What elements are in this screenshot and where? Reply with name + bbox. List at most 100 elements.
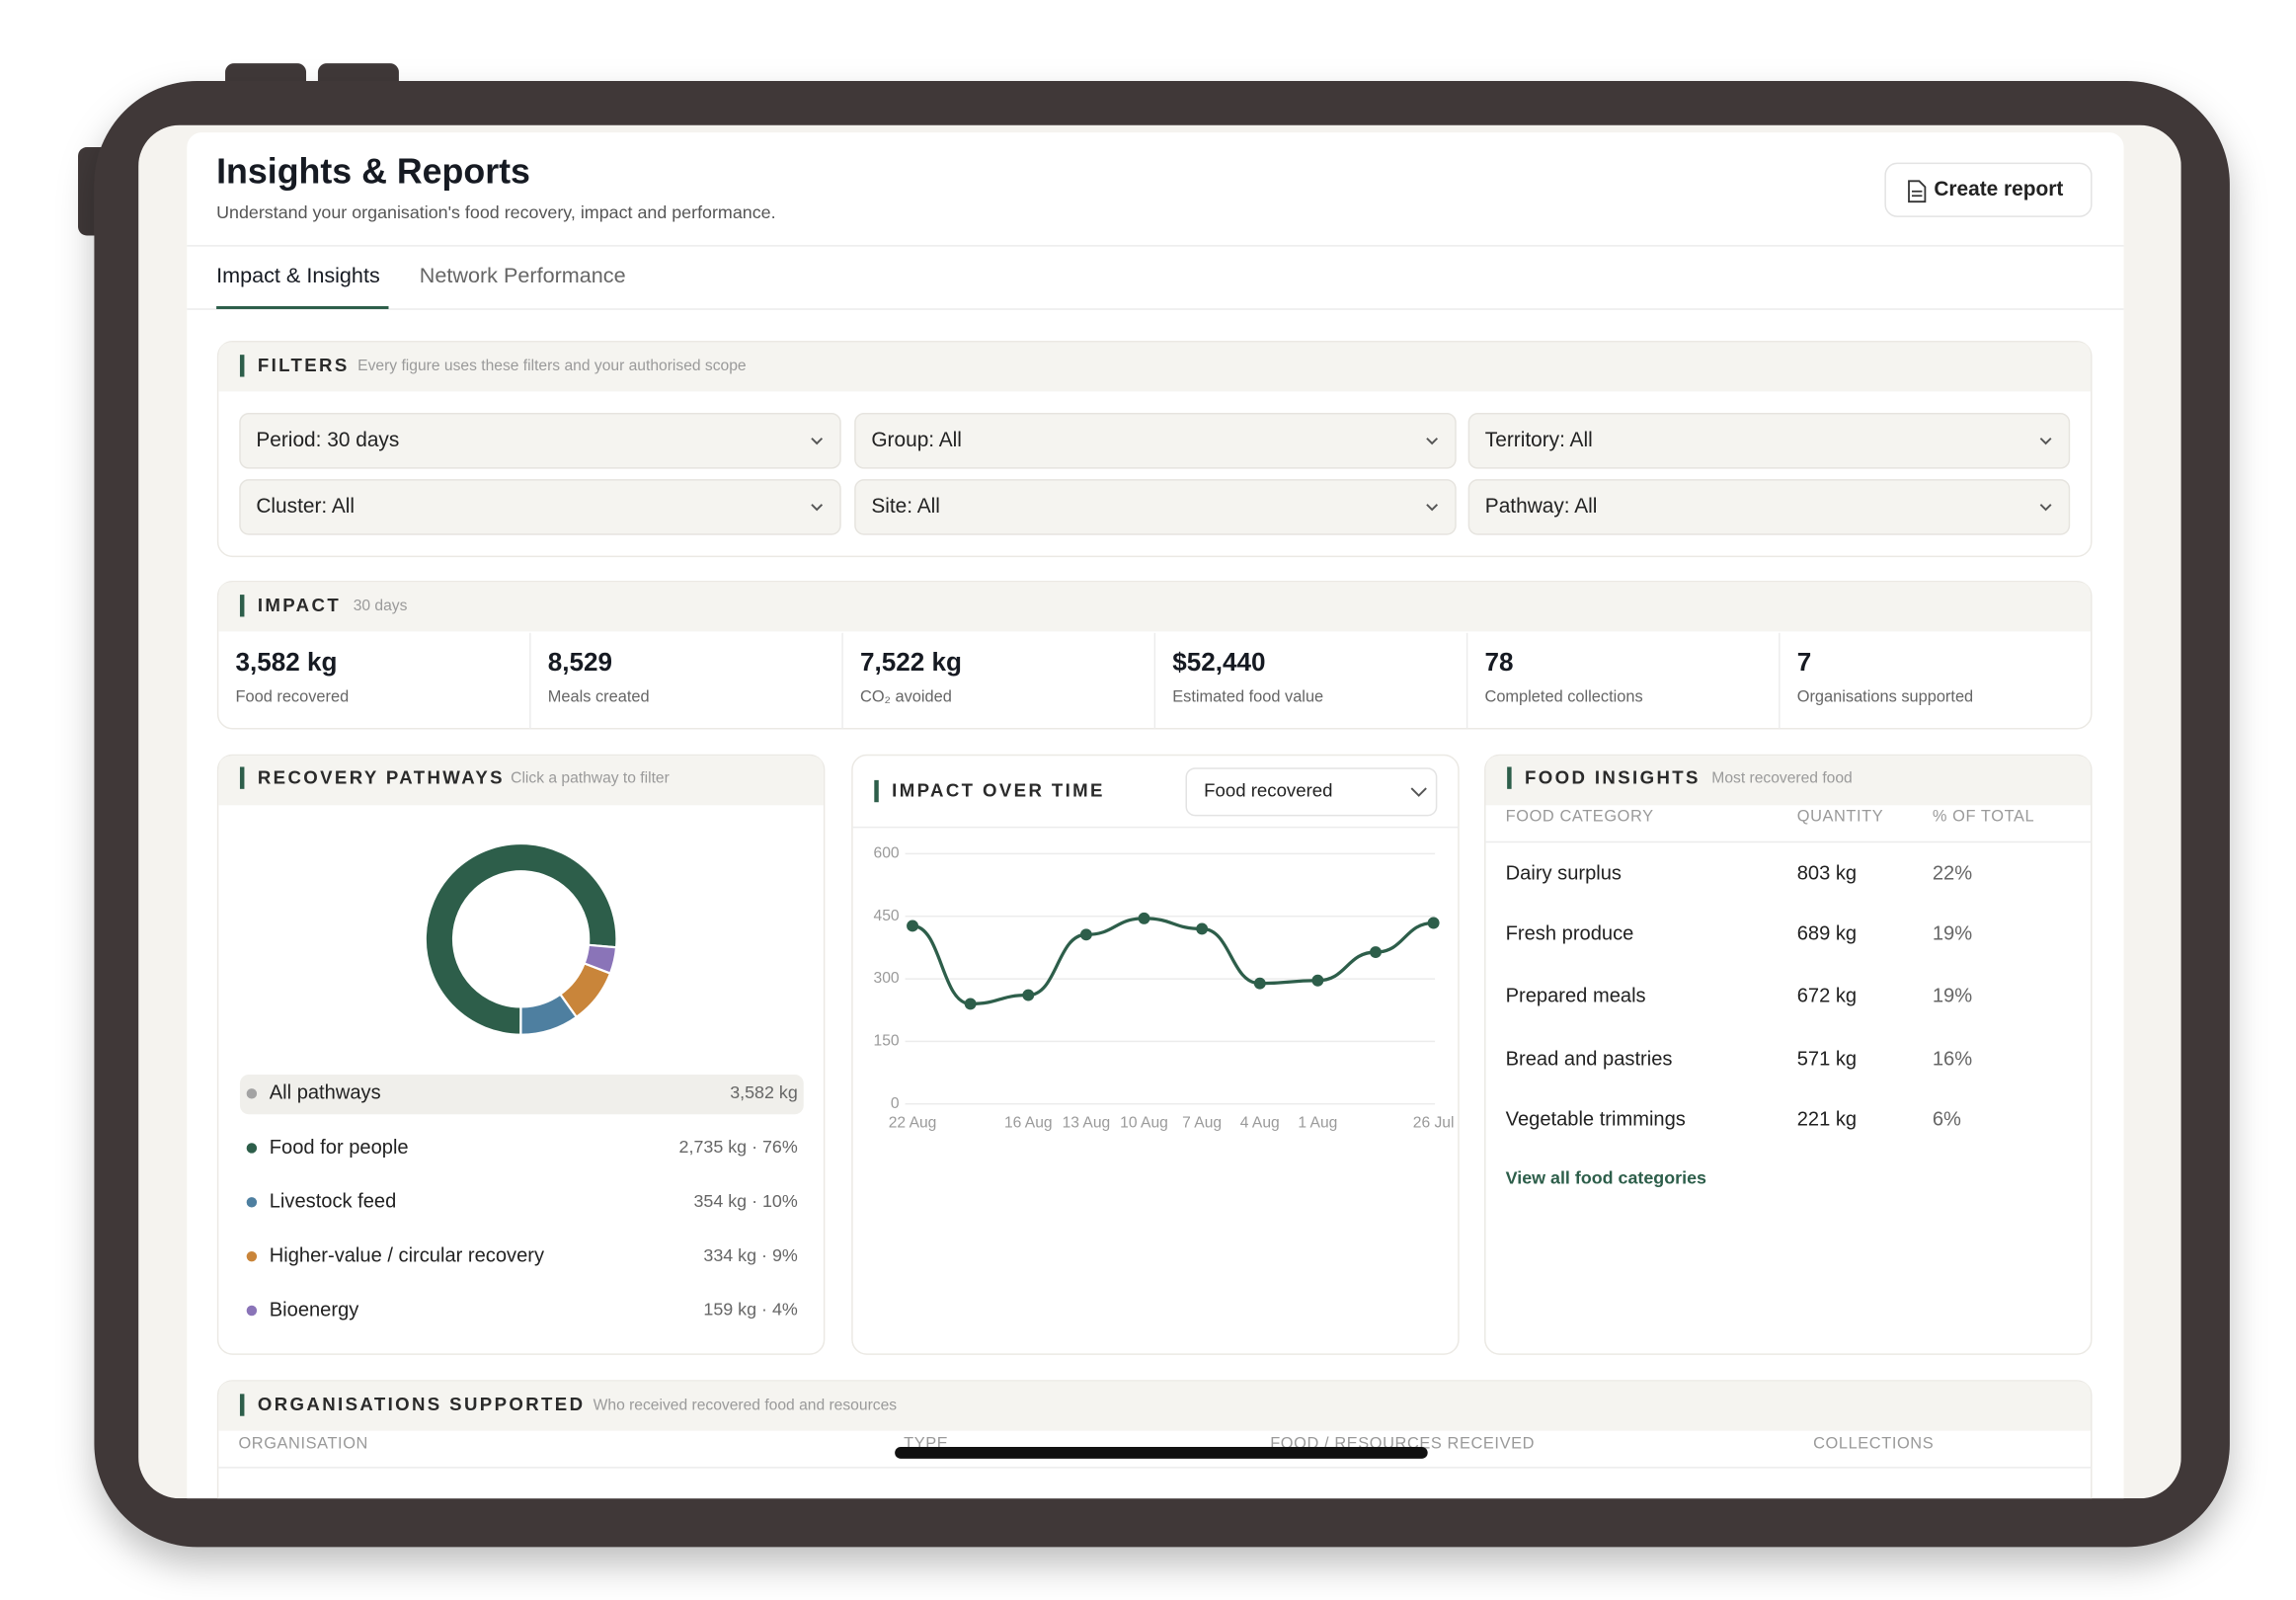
panel-header: [1485, 756, 2092, 806]
section-title: FOOD INSIGHTS: [1525, 766, 1701, 787]
table-cell: 22%: [1933, 863, 1972, 885]
table-cell: 6%: [1933, 1108, 1961, 1130]
metric-value: 8,529: [548, 647, 612, 677]
filter-dropdown[interactable]: [854, 413, 1457, 469]
legend-label[interactable]: Higher-value / circular recovery: [270, 1244, 545, 1266]
metric-label: Meals created: [548, 688, 650, 706]
legend-label[interactable]: Livestock feed: [270, 1191, 397, 1213]
data-point: [1427, 917, 1440, 929]
page-title: Insights & Reports: [216, 151, 530, 191]
link[interactable]: View all food categories: [1506, 1167, 1706, 1187]
tab-underline: [216, 305, 389, 309]
doc-icon: [1908, 180, 1927, 203]
data-point: [1138, 912, 1150, 924]
filter-dropdown[interactable]: [854, 479, 1457, 535]
donut-segment[interactable]: [583, 943, 618, 975]
section-marker: [239, 766, 245, 789]
column-header: COLLECTIONS: [1813, 1434, 1934, 1452]
table-cell: 19%: [1933, 985, 1972, 1006]
table-cell: 672 kg: [1797, 985, 1857, 1006]
panel: [216, 754, 826, 1355]
filter-dropdown[interactable]: [1467, 479, 2071, 535]
legend-label[interactable]: All pathways: [270, 1082, 381, 1104]
create-report-button[interactable]: [1884, 162, 2093, 217]
filter-dropdown[interactable]: [239, 413, 841, 469]
create-report-label[interactable]: Create report: [1934, 178, 2063, 200]
table-cell: Dairy surplus: [1506, 863, 1622, 885]
page-subtitle: Understand your organisation's food reco…: [216, 202, 775, 222]
section-title: RECOVERY PATHWAYS: [258, 766, 505, 787]
filter-label[interactable]: Pathway: All: [1485, 495, 1598, 518]
legend-value: 334 kg · 9%: [703, 1245, 797, 1265]
legend-dot: [246, 1305, 258, 1317]
table-cell: 803 kg: [1797, 863, 1857, 885]
section-note: 30 days: [354, 598, 408, 614]
legend-value: 354 kg · 10%: [693, 1191, 797, 1211]
section-title: IMPACT: [258, 595, 341, 615]
panel-header: [218, 582, 2092, 632]
section-marker: [239, 595, 245, 617]
filter-label[interactable]: Group: All: [871, 429, 962, 451]
column-header: QUANTITY: [1797, 807, 1884, 825]
tab[interactable]: Network Performance: [420, 263, 626, 287]
metric-label: CO₂ avoided: [860, 688, 952, 706]
metric-label: Completed collections: [1484, 688, 1642, 706]
legend-dot: [246, 1143, 258, 1154]
panel-header: [218, 756, 824, 806]
metric-label: Food recovered: [235, 688, 349, 706]
tab-active[interactable]: Impact & Insights: [216, 263, 380, 287]
metric-value: $52,440: [1172, 647, 1265, 677]
table-cell: Bread and pastries: [1506, 1048, 1673, 1070]
table-cell: 571 kg: [1797, 1048, 1857, 1070]
panel: [851, 754, 1460, 1355]
filter-label[interactable]: Cluster: All: [256, 495, 355, 518]
line-series: [911, 917, 1434, 1006]
screen: Insights & Reports Understand your organi…: [138, 124, 2181, 1499]
section-marker: [1507, 766, 1512, 789]
metric-value: 7: [1797, 647, 1812, 677]
section-note: Who received recovered food and resource…: [594, 1397, 898, 1413]
legend-row-selected[interactable]: [239, 1074, 804, 1115]
table-cell: Prepared meals: [1506, 985, 1646, 1006]
y-tick-label: 450: [874, 908, 900, 924]
section-note: Click a pathway to filter: [511, 770, 670, 787]
legend-dot: [246, 1250, 258, 1262]
column-header: % OF TOTAL: [1933, 807, 2034, 825]
x-tick-label: 7 Aug: [1182, 1114, 1222, 1131]
panel: [216, 1380, 2093, 1499]
legend-label[interactable]: Food for people: [270, 1137, 409, 1159]
data-point: [1022, 989, 1035, 1001]
legend-value: 2,735 kg · 76%: [679, 1137, 798, 1157]
filter-label[interactable]: Period: 30 days: [256, 429, 399, 451]
legend-value: 159 kg · 4%: [703, 1300, 797, 1320]
y-tick-label: 300: [874, 970, 900, 987]
metric-selector-label[interactable]: Food recovered: [1204, 780, 1332, 801]
x-tick-label: 4 Aug: [1240, 1114, 1280, 1131]
data-point: [1311, 974, 1324, 987]
data-point: [1253, 977, 1266, 990]
legend-dot: [246, 1088, 258, 1099]
x-tick-label: 10 Aug: [1120, 1114, 1168, 1131]
table-cell: Vegetable trimmings: [1506, 1108, 1686, 1130]
home-indicator: [895, 1447, 1428, 1459]
filter-label[interactable]: Territory: All: [1485, 429, 1593, 451]
metric-label: Organisations supported: [1797, 688, 1973, 706]
donut-segment[interactable]: [424, 841, 618, 1036]
column-header: ORGANISATION: [238, 1434, 368, 1452]
column-header: FOOD CATEGORY: [1506, 807, 1654, 825]
filter-label[interactable]: Site: All: [871, 495, 940, 518]
panel: [1484, 754, 2093, 1355]
table-cell: 689 kg: [1797, 923, 1857, 945]
metric-selector[interactable]: [1185, 767, 1438, 817]
filter-dropdown[interactable]: [239, 479, 841, 535]
legend-label[interactable]: Bioenergy: [270, 1299, 359, 1320]
x-tick-label: 13 Aug: [1063, 1114, 1111, 1131]
filter-dropdown[interactable]: [1467, 413, 2071, 469]
x-tick-label: 1 Aug: [1298, 1114, 1337, 1131]
metric-value: 3,582 kg: [235, 647, 337, 677]
metric-value: 78: [1484, 647, 1513, 677]
x-tick-label: 22 Aug: [889, 1114, 937, 1131]
chevron: [2039, 438, 2052, 445]
chevron: [811, 504, 824, 512]
